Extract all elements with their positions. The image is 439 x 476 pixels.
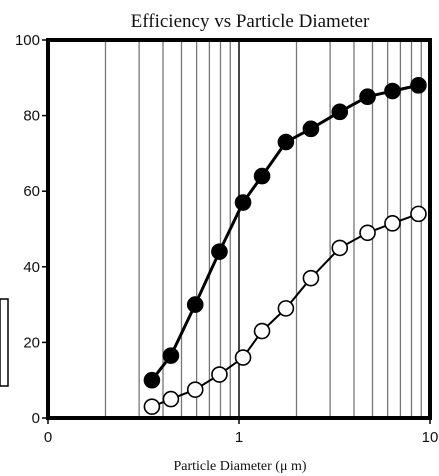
x-tick-label: 1 <box>235 429 243 446</box>
data-point-filled <box>302 120 320 138</box>
data-point-open <box>277 300 295 317</box>
data-point-filled <box>359 88 376 105</box>
tick-layer: 0 20 40 60 80 100 0 1 10 <box>15 32 438 446</box>
data-point-open <box>359 224 376 242</box>
data-point-filled <box>253 167 271 185</box>
data-point-open <box>211 366 228 383</box>
data-point-open <box>410 205 427 223</box>
data-point-open <box>384 215 401 232</box>
chart-title: Efficiency vs Particle Diameter <box>131 11 370 32</box>
data-point-filled <box>410 77 427 94</box>
data-point-filled <box>162 347 180 364</box>
x-axis-label: Particle Diameter (μ m) <box>173 459 306 474</box>
data-point-open <box>186 381 204 398</box>
data-point-open <box>234 349 252 366</box>
cropped-legend-box <box>0 298 9 387</box>
x-tick-label: 0 <box>44 429 52 446</box>
data-point-filled <box>211 243 228 260</box>
series-line-1 <box>150 83 419 382</box>
data-point-filled <box>234 194 252 211</box>
data-point-filled <box>277 133 295 151</box>
data-point-open <box>331 239 349 257</box>
x-tick-label: 10 <box>422 429 439 446</box>
data-point-filled <box>186 296 204 313</box>
data-point-open <box>162 390 180 408</box>
y-tick-label: 60 <box>23 183 40 200</box>
y-tick-label: 100 <box>15 32 40 49</box>
y-tick-label: 20 <box>23 334 40 351</box>
data-point-filled <box>384 82 401 100</box>
y-tick-label: 80 <box>23 108 40 125</box>
data-point-open <box>143 398 161 415</box>
data-point-filled <box>143 371 161 389</box>
data-point-open <box>302 269 320 287</box>
data-point-open <box>253 322 271 340</box>
y-tick-label: 40 <box>23 259 40 276</box>
y-tick-label: 0 <box>32 410 40 427</box>
data-point-filled <box>331 103 349 121</box>
series-layer <box>143 77 427 415</box>
